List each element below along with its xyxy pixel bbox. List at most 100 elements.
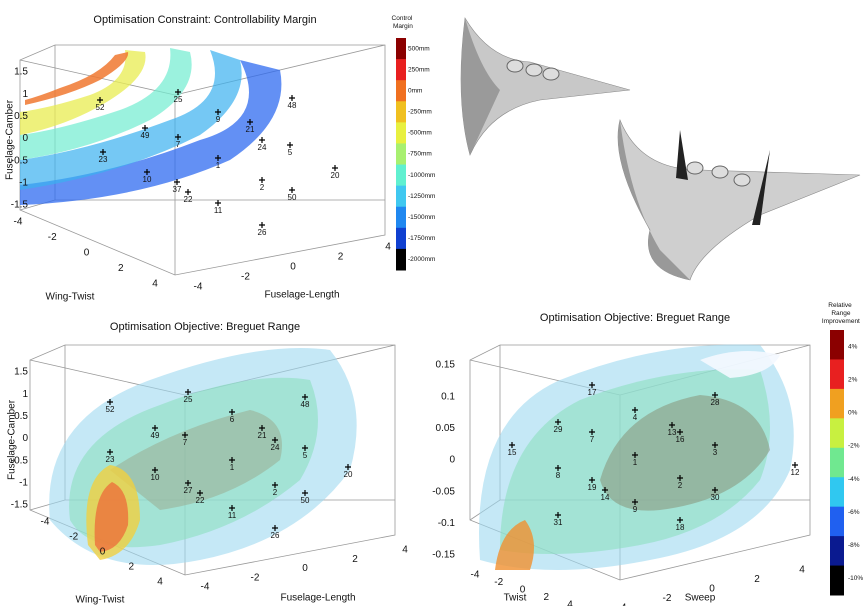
- colorbar-label: -4%: [848, 476, 860, 483]
- z-tick-label: 1.5: [14, 67, 28, 78]
- z-tick-label: 1: [22, 389, 28, 400]
- colorbar-label: 2%: [848, 376, 858, 383]
- sample-point: [332, 165, 338, 171]
- colorbar-label: -500mm: [408, 130, 432, 137]
- x-tick-label: -4: [41, 517, 50, 528]
- colorbar-label: 4%: [848, 343, 858, 350]
- colorbar-label: -750mm: [408, 151, 432, 158]
- colorbar-swatch: [396, 207, 406, 229]
- y-tick-label: -4: [201, 582, 210, 593]
- colorbar-swatch: [396, 249, 406, 271]
- z-tick-label: 1.5: [14, 367, 28, 378]
- point-label: 52: [106, 405, 115, 414]
- point-label: 28: [711, 398, 720, 407]
- point-label: 10: [143, 175, 152, 184]
- point-label: 20: [344, 470, 353, 479]
- colorbar-swatch: [396, 165, 406, 187]
- y-tick-label: -2: [251, 572, 260, 583]
- z-tick-label: -1: [19, 477, 28, 488]
- y-tick-label: -2: [241, 272, 250, 283]
- sample-point: [289, 95, 295, 101]
- x-tick-label: 2: [118, 263, 124, 274]
- point-label: 27: [184, 486, 193, 495]
- colorbar-title: Relative Range Improvement: [820, 302, 860, 325]
- x-tick-label: 0: [100, 547, 106, 558]
- colorbar-label: -6%: [848, 509, 860, 516]
- point-label: 25: [174, 95, 183, 104]
- z-tick-label: 0: [449, 455, 455, 466]
- z-tick-label: 1: [22, 89, 28, 100]
- y-tick-label: -2: [663, 593, 672, 604]
- panel-title: Optimisation Objective: Breguet Range: [110, 321, 300, 333]
- x-tick-label: -2: [48, 232, 57, 243]
- aircraft-render: [461, 18, 860, 280]
- sample-point: [259, 177, 265, 183]
- y-axis-label: Fuselage-Length: [280, 593, 355, 604]
- point-label: 15: [508, 448, 517, 457]
- z-tick-label: 0.5: [14, 111, 28, 122]
- colorbar-swatch: [396, 186, 406, 208]
- point-label: 52: [96, 103, 105, 112]
- y-tick-label: 4: [799, 565, 805, 576]
- x-tick-label: -4: [14, 217, 23, 228]
- point-label: 2: [260, 183, 265, 192]
- point-label: 17: [588, 388, 597, 397]
- y-tick-label: 0: [290, 262, 296, 273]
- point-label: 23: [99, 155, 108, 164]
- panel-title: Optimisation Objective: Breguet Range: [540, 312, 730, 324]
- point-label: 5: [288, 148, 293, 157]
- colorbar-swatch: [830, 566, 844, 596]
- point-label: 1: [216, 161, 221, 170]
- x-tick-label: 2: [128, 562, 134, 573]
- colorbar-label: 0mm: [408, 87, 422, 94]
- point-label: 49: [141, 131, 150, 140]
- y-tick-label: 2: [754, 574, 760, 585]
- x-axis-label: Wing-Twist: [76, 595, 125, 606]
- x-tick-label: 0: [84, 248, 90, 259]
- z-tick-label: -0.15: [432, 550, 455, 561]
- colorbar-label: -250mm: [408, 109, 432, 116]
- point-label: 5: [303, 451, 308, 460]
- point-label: 1: [633, 458, 638, 467]
- colorbar-swatch: [830, 418, 844, 448]
- x-tick-label: 0: [520, 585, 526, 596]
- colorbar-label: -2000mm: [408, 256, 435, 263]
- z-tick-label: 0.1: [441, 391, 455, 402]
- y-tick-label: -4: [618, 603, 627, 606]
- z-tick-label: 0: [22, 133, 28, 144]
- point-label: 18: [676, 523, 685, 532]
- colorbar-swatch: [396, 80, 406, 102]
- colorbar-swatch: [830, 507, 844, 537]
- point-label: 2: [273, 488, 278, 497]
- point-label: 11: [228, 511, 237, 520]
- point-label: 1: [230, 463, 235, 472]
- x-tick-label: 4: [152, 279, 158, 290]
- point-label: 50: [301, 496, 310, 505]
- y-axis-label: Fuselage-Length: [264, 290, 339, 301]
- point-label: 8: [556, 471, 561, 480]
- sample-point: [259, 137, 265, 143]
- colorbar-swatch: [830, 330, 844, 360]
- z-tick-label: -0.05: [432, 486, 455, 497]
- x-tick-label: -2: [494, 577, 503, 588]
- point-label: 21: [258, 431, 267, 440]
- sample-point: [259, 222, 265, 228]
- point-label: 16: [676, 435, 685, 444]
- sample-point: [289, 187, 295, 193]
- y-tick-label: 4: [385, 242, 391, 253]
- page: Optimisation Constraint: Controllability…: [0, 0, 867, 611]
- colorbar-swatch: [830, 359, 844, 389]
- colorbar-swatch: [396, 101, 406, 123]
- colorbar-swatch: [830, 536, 844, 566]
- point-label: 3: [713, 448, 718, 457]
- point-label: 48: [301, 400, 310, 409]
- point-label: 49: [151, 431, 160, 440]
- point-label: 21: [246, 125, 255, 134]
- x-tick-label: 2: [543, 592, 549, 603]
- point-label: 23: [106, 455, 115, 464]
- colorbar-swatch: [396, 143, 406, 165]
- colorbar-label: -10%: [848, 575, 863, 582]
- sample-point: [215, 200, 221, 206]
- point-label: 19: [588, 483, 597, 492]
- point-label: 7: [590, 435, 595, 444]
